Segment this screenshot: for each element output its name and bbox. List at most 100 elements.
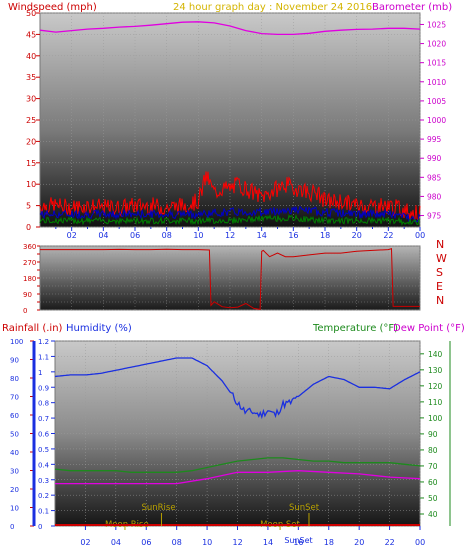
right-tick-label: 990 [427,154,442,163]
left-tick-label: 35 [26,73,36,82]
temperature-line [54,457,421,473]
humidity-tick-label: 0.1 [38,508,49,516]
bottom-title-block: Rainfall (.in) Humidity (%) Temperature … [2,323,465,334]
wind-low-line [39,213,421,226]
temp-tick-label: 90 [428,430,438,439]
direction-tick-label: 0 [23,307,27,315]
x-tick-label: 02 [80,538,90,547]
chart-title: 24 hour graph day : November 24 2016 [173,2,372,13]
x-tick-label: 04 [111,538,121,547]
x-tick-label: 00 [415,231,425,240]
left-tick-label: 20 [26,137,36,146]
humidity-tick-label: 0.7 [38,415,49,423]
x-tick-label: 16 [293,538,303,547]
x-tick-label: 00 [415,538,425,547]
humidity-tick-label: 0.9 [38,384,49,392]
left-tick-label: 50 [26,9,36,18]
right-tick-label: 995 [427,135,442,144]
left-tick-label: 45 [26,30,36,39]
left-tick-label: 25 [26,116,36,125]
x-tick-label: 06 [141,538,151,547]
rain-tick-label: 90 [10,357,19,365]
humidity-tick-label: 0.5 [38,446,49,454]
compass-label: N [436,238,444,251]
dewpoint-line [55,470,421,485]
x-tick-label: 22 [383,231,393,240]
x-tick-label: 02 [67,231,77,240]
rain-tick-label: 10 [10,505,19,513]
direction-series [40,248,420,310]
humidity-tick-label: 1.1 [38,353,49,361]
compass-label: S [436,266,443,279]
rain-tick-label: 30 [10,468,19,476]
x-tick-label: 18 [324,538,334,547]
right-tick-label: 1010 [427,78,446,87]
top-title-block: Windspeed (mph) 24 hour graph day : Nove… [8,2,452,13]
compass-label: W [436,252,447,265]
x-tick-label: 10 [202,538,212,547]
humidity-tick-label: 1 [38,369,42,377]
temp-tick-label: 110 [428,398,443,407]
temp-tick-label: 100 [428,414,443,423]
left-tick-label: 5 [26,202,31,211]
left-tick-label: 15 [26,159,36,168]
x-tick-label: 22 [385,538,395,547]
wind-average-line [39,205,421,223]
top-axes: 0510152025303540455097598098599099510001… [26,9,446,240]
temp-tick-label: 80 [428,446,438,455]
dewpoint-label: Dew Point (°F) [393,323,465,334]
rain-tick-label: 60 [10,412,19,420]
temperature-label: Temperature (°F) [312,323,398,334]
x-tick-label: 08 [172,538,182,547]
x-tick-label: 12 [225,231,235,240]
rain-tick-label: 70 [10,394,19,402]
rain-tick-label: 50 [10,431,19,439]
rain-tick-label: 100 [10,338,23,346]
rain-tick-label: 40 [10,449,19,457]
x-tick-label: 18 [320,231,330,240]
temp-tick-label: 70 [428,462,438,471]
temp-tick-label: 140 [428,350,443,359]
humidity-tick-label: 1.2 [38,338,49,346]
humidity-tick-label: 0.4 [38,461,50,469]
x-tick-label: 14 [257,231,267,240]
right-tick-label: 1020 [427,40,446,49]
wind-direction-line [40,248,420,310]
right-tick-label: 1005 [427,97,446,106]
rain-tick-label: 20 [10,486,19,494]
rain-tick-label: 0 [10,523,14,531]
direction-tick-label: 360 [23,243,36,251]
barometer-label: Barometer (mb) [372,2,452,13]
direction-tick-label: 90 [23,291,32,299]
bottom-series [54,357,421,530]
right-tick-label: 980 [427,192,442,201]
sunset-axis-label: SunSet [284,536,312,545]
x-tick-label: 20 [352,231,362,240]
windspeed-label: Windspeed (mph) [8,2,97,13]
humidity-tick-label: 0 [38,523,42,531]
x-tick-label: 12 [233,538,243,547]
barometer-line [39,21,421,36]
event-label: SunSet [289,503,320,513]
left-tick-label: 0 [26,223,31,232]
humidity-line [54,357,421,420]
humidity-tick-label: 0.2 [38,492,49,500]
x-tick-label: 08 [162,231,172,240]
humidity-label: Humidity (%) [66,323,132,334]
x-tick-label: 20 [354,538,364,547]
temp-tick-label: 50 [428,494,438,503]
left-tick-label: 10 [26,180,36,189]
right-tick-label: 985 [427,173,442,182]
temp-tick-label: 60 [428,478,438,487]
x-tick-label: 10 [193,231,203,240]
direction-tick-label: 270 [23,259,36,267]
temp-tick-label: 130 [428,366,443,375]
temp-tick-label: 120 [428,382,443,391]
left-tick-label: 30 [26,95,36,104]
event-label: SunRise [141,503,175,513]
x-tick-label: 14 [263,538,273,547]
right-tick-label: 1015 [427,59,446,68]
left-tick-label: 40 [26,52,36,61]
top-series [39,21,421,226]
